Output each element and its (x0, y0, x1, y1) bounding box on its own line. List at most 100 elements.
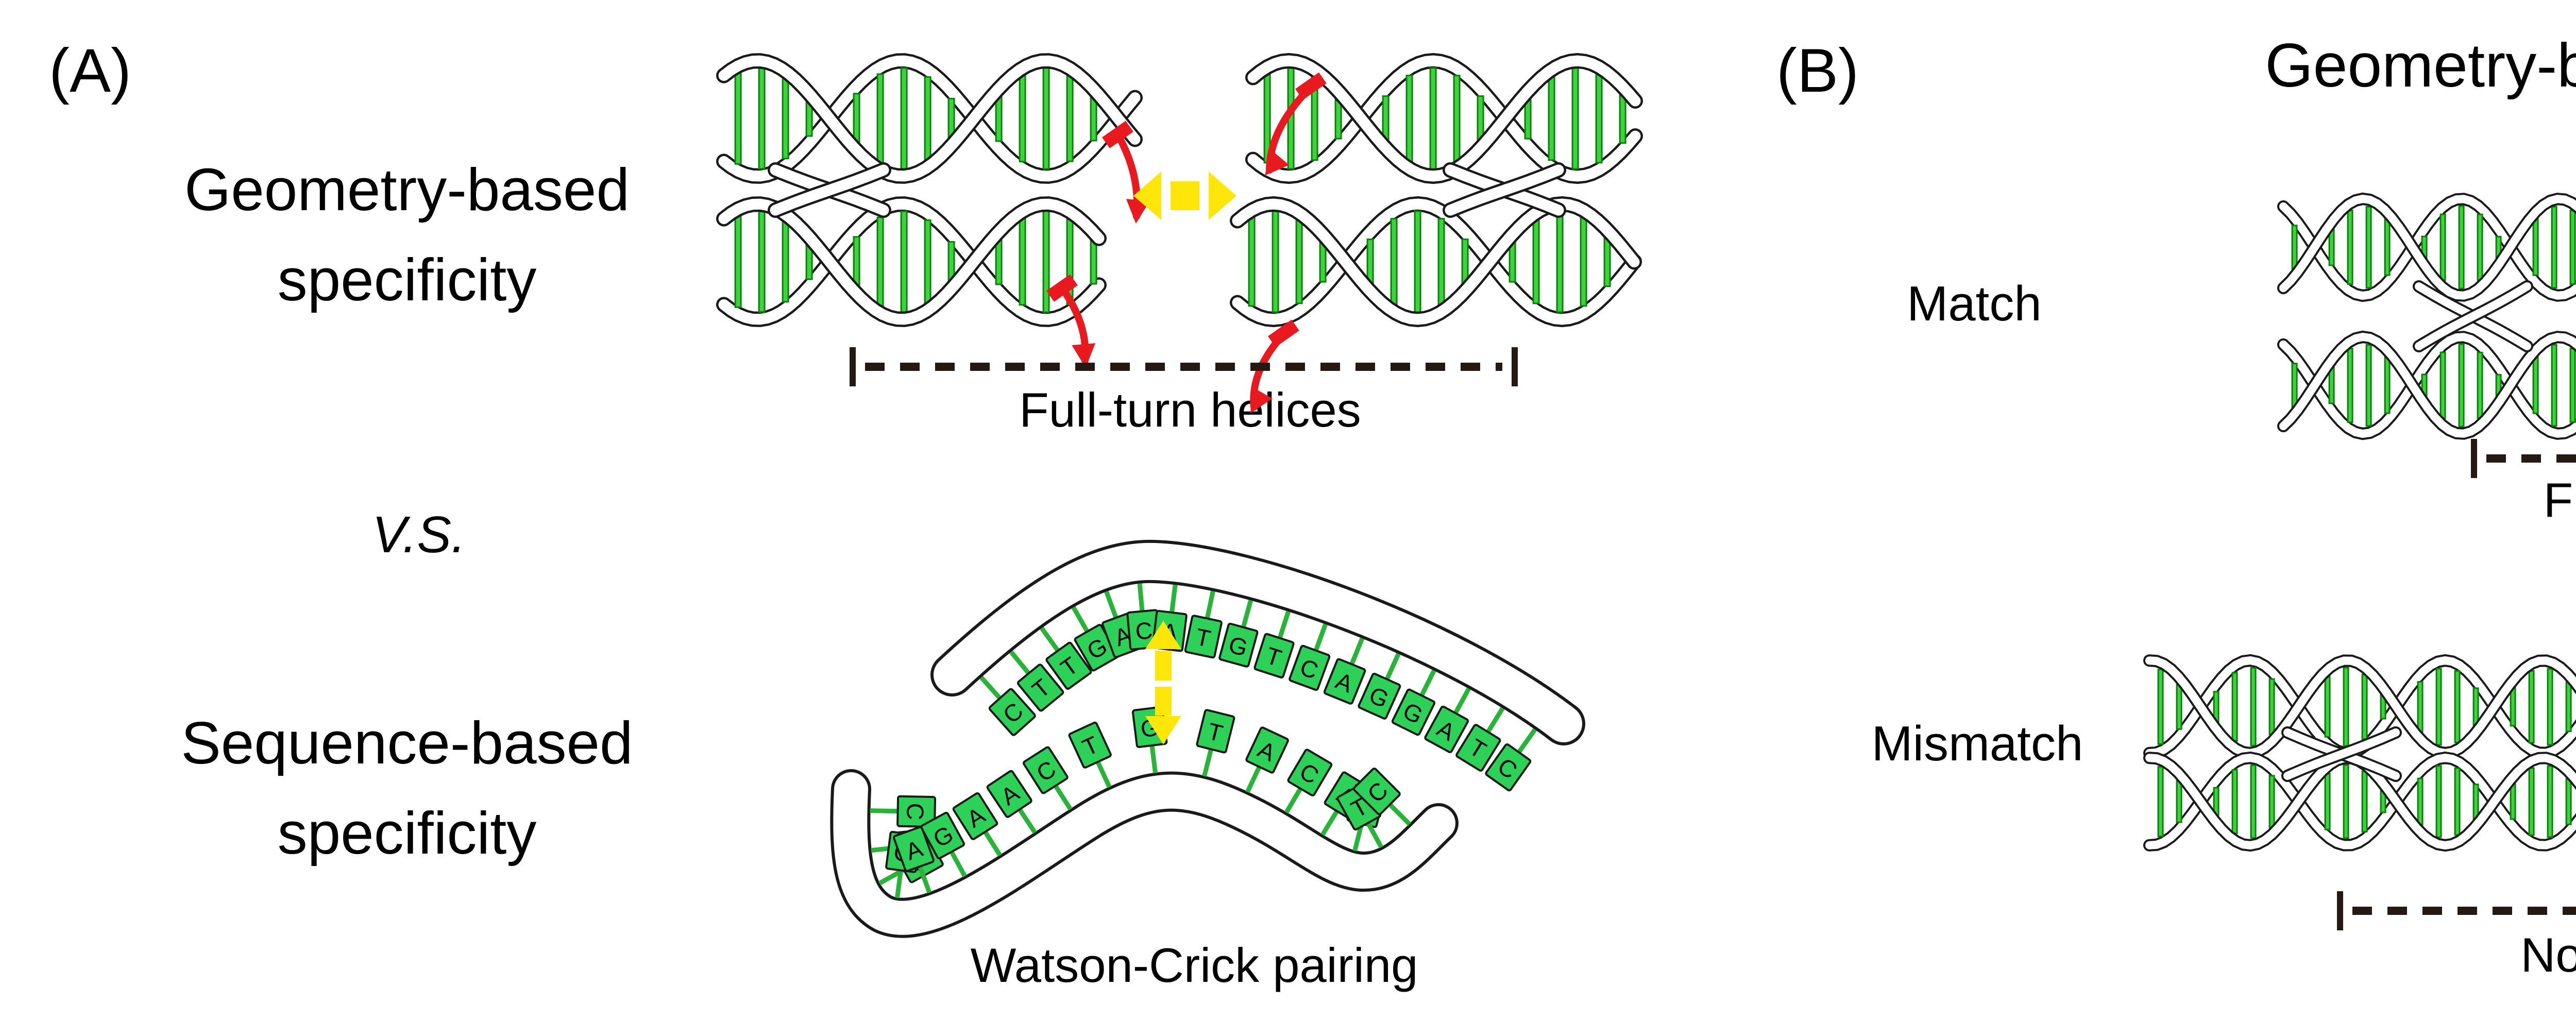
panel-a-watson-crick-illustration: CTTGACATGTCAGGATCCTGGAGAACTGTACAGTC (830, 539, 1585, 938)
non-full-turns-bracket (2337, 891, 2576, 930)
base-pair-bar (2365, 344, 2372, 427)
base-pair-bar (2454, 767, 2461, 836)
base-tag: G (1218, 600, 1259, 668)
base-tag: G (1358, 653, 1401, 720)
base-pair-bar (2472, 687, 2479, 726)
base-pair-bar (1603, 236, 1611, 287)
base-pair-bar (995, 95, 1003, 142)
base-pair-bar (2268, 678, 2275, 736)
crossover-junction (768, 162, 891, 218)
base-pair-bar (2361, 771, 2368, 832)
sequence-specificity-label-line2: specificity (278, 800, 537, 866)
base-pair-bar (2343, 764, 2349, 839)
panel-b-mismatch-illustration (2143, 654, 2576, 930)
base-pair-bar (1272, 210, 1279, 313)
base-pair-bar (2565, 778, 2572, 825)
base-pair-bar (900, 210, 908, 313)
base-pair-bar (2547, 668, 2553, 746)
base-tag: C (1353, 767, 1412, 826)
base-pair-bar (2231, 769, 2238, 835)
base-tag: G (920, 811, 967, 878)
red-arrowhead (1265, 149, 1290, 176)
bottom-single-strand: CTGGAGAACTGTACAGTC (830, 706, 1459, 938)
base-pair-bar (2477, 213, 2483, 281)
top-single-strand: CTTGACATGTCAGGATC (930, 539, 1585, 792)
bracket-tick (2337, 891, 2343, 930)
base-pair-bar (2569, 348, 2576, 423)
base-pair-bar (2291, 363, 2298, 408)
base-tag: T (1040, 626, 1092, 690)
non-full-turns-caption: Non-full turns (2521, 928, 2576, 982)
mismatch-row-label: Mismatch (1872, 716, 2083, 771)
watson-crick-caption: Watson-Crick pairing (971, 938, 1418, 992)
match-top-duplex (2277, 192, 2576, 302)
base-tag: T (1184, 590, 1223, 659)
base-pair-bar (2417, 681, 2424, 733)
base-pair-bar (2250, 667, 2257, 746)
base-pair-bar (924, 219, 931, 304)
base-pair-bar (1556, 210, 1564, 313)
base-pair-bar (782, 77, 789, 160)
red-terminal-base-arrow (1265, 72, 1327, 176)
base-pair-bar (924, 76, 931, 161)
base-pair-bar (1429, 67, 1437, 170)
base-pair-bar (2547, 765, 2553, 838)
base-pair-bar (2268, 775, 2275, 828)
base-tag: T (1068, 721, 1112, 788)
base-pair-bar (2458, 343, 2465, 428)
base-pair-bar (1295, 219, 1303, 304)
base-pair-bar (2324, 773, 2331, 830)
base-pair-bar (1019, 217, 1026, 306)
base-pair-bar (2324, 676, 2331, 738)
right-structure-bottom-duplex (1230, 196, 1642, 328)
full-turns-caption: Full turns (2544, 473, 2576, 527)
base-pair-bar (1405, 75, 1413, 162)
base-pair-bar (2157, 669, 2164, 745)
red-arrowhead (1072, 343, 1096, 368)
base-pair-bar (1453, 75, 1461, 162)
full-turns-bracket (2471, 439, 2576, 478)
base-pair-bar (876, 73, 884, 164)
bracket-tick (850, 347, 856, 386)
base-pair-bar (1019, 74, 1026, 163)
base-pair-bar (2343, 667, 2349, 747)
base-tag: A (1323, 637, 1366, 705)
base-tag: A (893, 826, 935, 894)
base-pair-bar (2361, 673, 2368, 740)
left-structure-top-duplex (716, 53, 1143, 184)
base-pair-bar (2365, 206, 2372, 289)
base-tag: A (986, 770, 1037, 834)
base-pair-bar (2472, 784, 2479, 820)
base-pair-bar (900, 67, 908, 170)
base-pair-bar (2439, 213, 2446, 281)
vs-label: V.S. (372, 506, 466, 564)
base-tag: G (1391, 669, 1436, 736)
base-tag: A (1245, 726, 1289, 793)
base-tag: C (870, 795, 937, 828)
base-pair-bar (2435, 765, 2442, 838)
base-pair-bar (1090, 239, 1097, 285)
yellow-reversible-arrow-vertical (1145, 621, 1181, 744)
red-arrowhead (1250, 386, 1273, 414)
base-pair-bar (1437, 218, 1445, 305)
base-pair-bar (2532, 356, 2539, 414)
base-pair-bar (1580, 216, 1587, 307)
base-tag: T (1196, 709, 1235, 777)
base-pair-bar (734, 72, 742, 165)
match-bottom-duplex (2277, 330, 2576, 440)
base-pair-bar (758, 67, 766, 169)
crossover-junction (2281, 726, 2402, 782)
base-pair-bar (2250, 764, 2257, 839)
base-pair-bar (2528, 670, 2535, 744)
panel-b-match-illustration (2277, 192, 2576, 478)
panel-b-title: Geometry-based specificity (2265, 31, 2576, 100)
sequence-specificity-label-line1: Sequence-based (181, 709, 633, 776)
mismatch-bottom-duplex (2143, 751, 2576, 852)
base-pair-bar (2347, 347, 2353, 423)
base-pair-bar (1390, 218, 1398, 305)
base-pair-bar (2454, 670, 2461, 743)
base-pair-bar (1532, 219, 1540, 304)
base-pair-bar (2417, 777, 2424, 826)
left-structure-bottom-duplex (716, 196, 1107, 327)
